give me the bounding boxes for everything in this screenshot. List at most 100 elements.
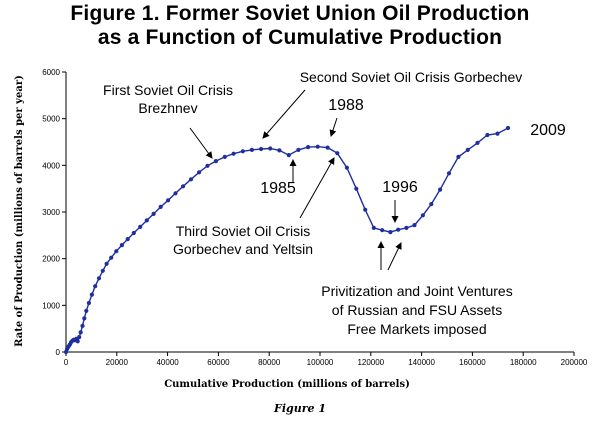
data-point	[151, 211, 156, 216]
y-tick-label: 0	[56, 348, 61, 357]
data-point	[363, 207, 368, 212]
data-point	[158, 204, 163, 209]
data-point	[82, 316, 87, 321]
data-point	[306, 145, 311, 150]
data-point	[84, 308, 89, 313]
annotation-y1988: 1988	[328, 97, 364, 114]
data-point	[315, 144, 320, 149]
data-point	[104, 261, 109, 266]
annotation-arrow	[387, 242, 402, 271]
data-point	[344, 165, 349, 170]
x-tick-label: 0	[64, 358, 69, 367]
x-tick-label: 140000	[408, 358, 435, 367]
data-point	[96, 276, 102, 281]
chart-title: Figure 1. Former Soviet Union Oil Produc…	[70, 2, 530, 25]
data-point	[188, 177, 194, 182]
data-point	[114, 249, 119, 254]
annotation-arrow	[189, 127, 213, 159]
data-point	[475, 140, 480, 145]
data-point	[446, 171, 452, 176]
data-point	[505, 125, 511, 131]
data-point	[325, 145, 330, 150]
annotation-first-crisis: First Soviet Oil Crisis Brezhnev	[103, 82, 233, 116]
annotation-second-crisis: Second Soviet Oil Crisis Gorbechev	[300, 69, 523, 85]
data-point	[404, 225, 409, 230]
data-point	[268, 146, 273, 151]
data-point	[138, 224, 143, 229]
x-tick-label: 80000	[258, 358, 281, 367]
data-point	[166, 198, 171, 203]
x-tick-label: 160000	[459, 358, 486, 367]
tick-labels: 0 20000 40000 60000 80000 100000 120000 140000 1…	[42, 68, 588, 367]
data-point	[438, 187, 443, 192]
y-tick-label: 2000	[42, 255, 60, 264]
annotation-y2009: 2009	[530, 122, 566, 139]
data-point	[249, 147, 254, 152]
data-point	[213, 159, 218, 164]
annotation-y1985: 1985	[260, 180, 296, 197]
y-tick-label: 3000	[42, 208, 60, 217]
data-point	[485, 132, 490, 138]
data-point	[412, 223, 417, 228]
data-point	[78, 330, 83, 335]
y-tick-label: 4000	[42, 161, 60, 170]
x-tick-label: 100000	[307, 358, 334, 367]
data-point	[181, 184, 186, 189]
x-tick-label: 20000	[106, 358, 129, 367]
y-tick-label: 6000	[42, 68, 60, 77]
data-point	[388, 230, 393, 235]
data-point	[380, 228, 385, 233]
annotation-arrow	[329, 117, 338, 137]
annotation-arrow	[262, 89, 306, 139]
data-point	[465, 147, 470, 152]
data-point	[100, 268, 105, 273]
data-point	[231, 151, 236, 156]
data-point	[131, 230, 136, 236]
data-point	[396, 227, 401, 232]
data-point	[144, 218, 149, 223]
annotation-privatization: Privitization and Joint Ventures of Russi…	[321, 283, 512, 337]
x-axis-title: Cumulative Production (millions of barre…	[164, 379, 410, 390]
series-production	[63, 125, 511, 355]
data-point	[277, 148, 282, 153]
data-point	[335, 151, 340, 156]
data-point	[371, 225, 376, 230]
data-point	[495, 131, 500, 136]
data-point	[197, 170, 202, 175]
annotation-y1996: 1996	[382, 179, 418, 196]
y-tick-label: 1000	[42, 301, 60, 310]
data-point	[296, 147, 301, 152]
annotations: First Soviet Oil Crisis Brezhnev Second So…	[103, 69, 566, 337]
data-point	[93, 284, 98, 289]
data-point	[125, 237, 130, 242]
data-point	[456, 154, 461, 159]
series-line	[65, 127, 509, 353]
data-point	[222, 154, 227, 159]
annotation-third-crisis: Third Soviet Oil Crisis Gorbechev and Yel…	[173, 223, 313, 257]
data-point	[205, 163, 210, 168]
x-tick-label: 120000	[357, 358, 384, 367]
axes	[62, 71, 575, 356]
x-tick-label: 180000	[510, 358, 537, 367]
x-tick-label: 40000	[156, 358, 179, 367]
y-axis-title: Rate of Production (millions of barrels …	[14, 75, 25, 347]
annotation-arrow	[299, 157, 335, 219]
x-tick-label: 60000	[207, 358, 230, 367]
x-tick-label: 200000	[561, 358, 588, 367]
data-point	[240, 149, 245, 154]
data-point	[86, 300, 91, 306]
data-point	[259, 146, 264, 152]
data-point	[80, 323, 85, 328]
y-tick-label: 5000	[42, 115, 60, 124]
data-point	[89, 292, 94, 297]
data-point	[173, 191, 178, 196]
data-point	[77, 335, 82, 340]
figure-caption: Figure 1	[274, 402, 326, 415]
data-point	[429, 202, 434, 207]
data-point	[354, 186, 359, 191]
data-point	[119, 243, 124, 248]
data-point	[75, 339, 80, 344]
data-point	[109, 255, 114, 260]
